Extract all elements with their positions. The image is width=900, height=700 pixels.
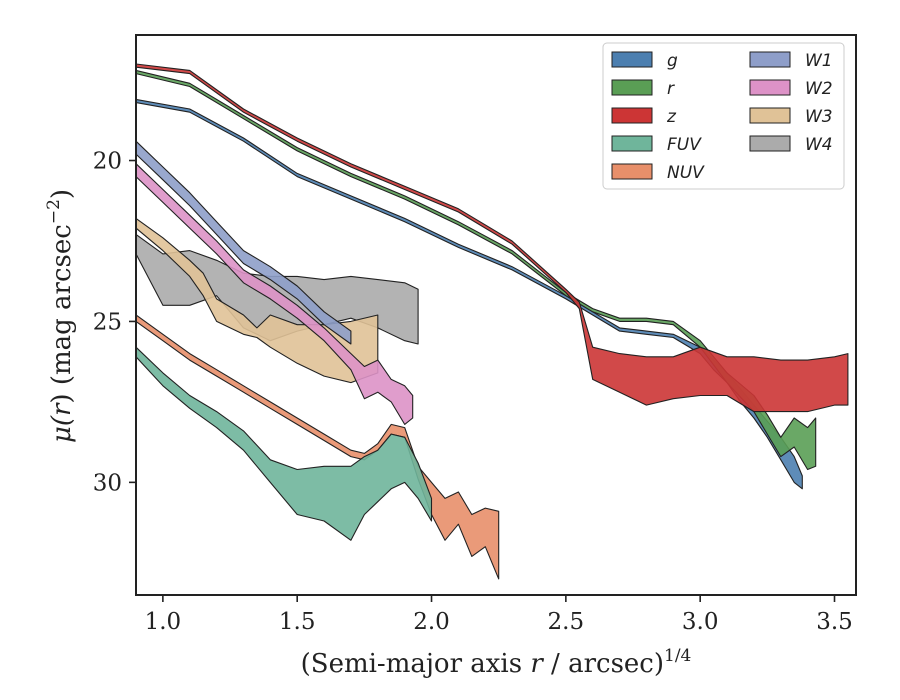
legend-swatch-r (611, 79, 653, 96)
legend-swatch-z (611, 107, 653, 124)
legend-swatch-w4 (749, 135, 791, 152)
legend-label-w3: W3 (805, 107, 833, 127)
legend-label-w1: W1 (805, 51, 833, 71)
axes: 1.0 1.5 2.0 2.5 3.0 3.5 20 25 30 (93, 34, 857, 635)
x-tick-label: 3.0 (682, 609, 719, 635)
y-axis-label: μ(r) (mag arcsec−2) (44, 189, 77, 443)
x-tick-label: 3.5 (816, 609, 853, 635)
band-z (136, 63, 849, 413)
plot-area (136, 63, 849, 580)
x-tick-label: 2.0 (413, 609, 450, 635)
legend: grz FUV NUV W1 W2 W3 W4 (602, 42, 845, 190)
legend-label-w4: W4 (805, 135, 833, 155)
band-w1 (136, 140, 352, 345)
band-w2 (136, 163, 414, 425)
x-tick-label: 1.0 (145, 609, 182, 635)
band-nuv (136, 314, 500, 580)
y-tick-label: 25 (93, 309, 122, 335)
x-tick-label: 2.5 (548, 609, 585, 635)
y-tick-label: 20 (93, 149, 122, 175)
axes-frame (135, 34, 857, 596)
legend-swatch-g (611, 51, 653, 68)
band-fuv (136, 346, 433, 541)
x-axis-label: (Semi-major axis r / arcsec)1/4 (301, 646, 692, 679)
y-tick-label: 30 (93, 470, 122, 496)
legend-label-fuv: FUV (667, 135, 702, 155)
legend-swatch-nuv (611, 163, 653, 180)
legend-label-r: r (667, 79, 675, 99)
legend-label-w2: W2 (805, 79, 833, 99)
band-g (136, 98, 803, 490)
legend-swatch-w3 (749, 107, 791, 124)
legend-swatch-w1 (749, 51, 791, 68)
legend-label-z: z (666, 107, 677, 127)
legend-label-g: g (667, 51, 678, 71)
x-tick-label: 1.5 (279, 609, 316, 635)
band-r (136, 69, 817, 471)
legend-swatch-fuv (611, 135, 653, 152)
legend-label-nuv: NUV (667, 163, 705, 183)
legend-swatch-w2 (749, 79, 791, 96)
